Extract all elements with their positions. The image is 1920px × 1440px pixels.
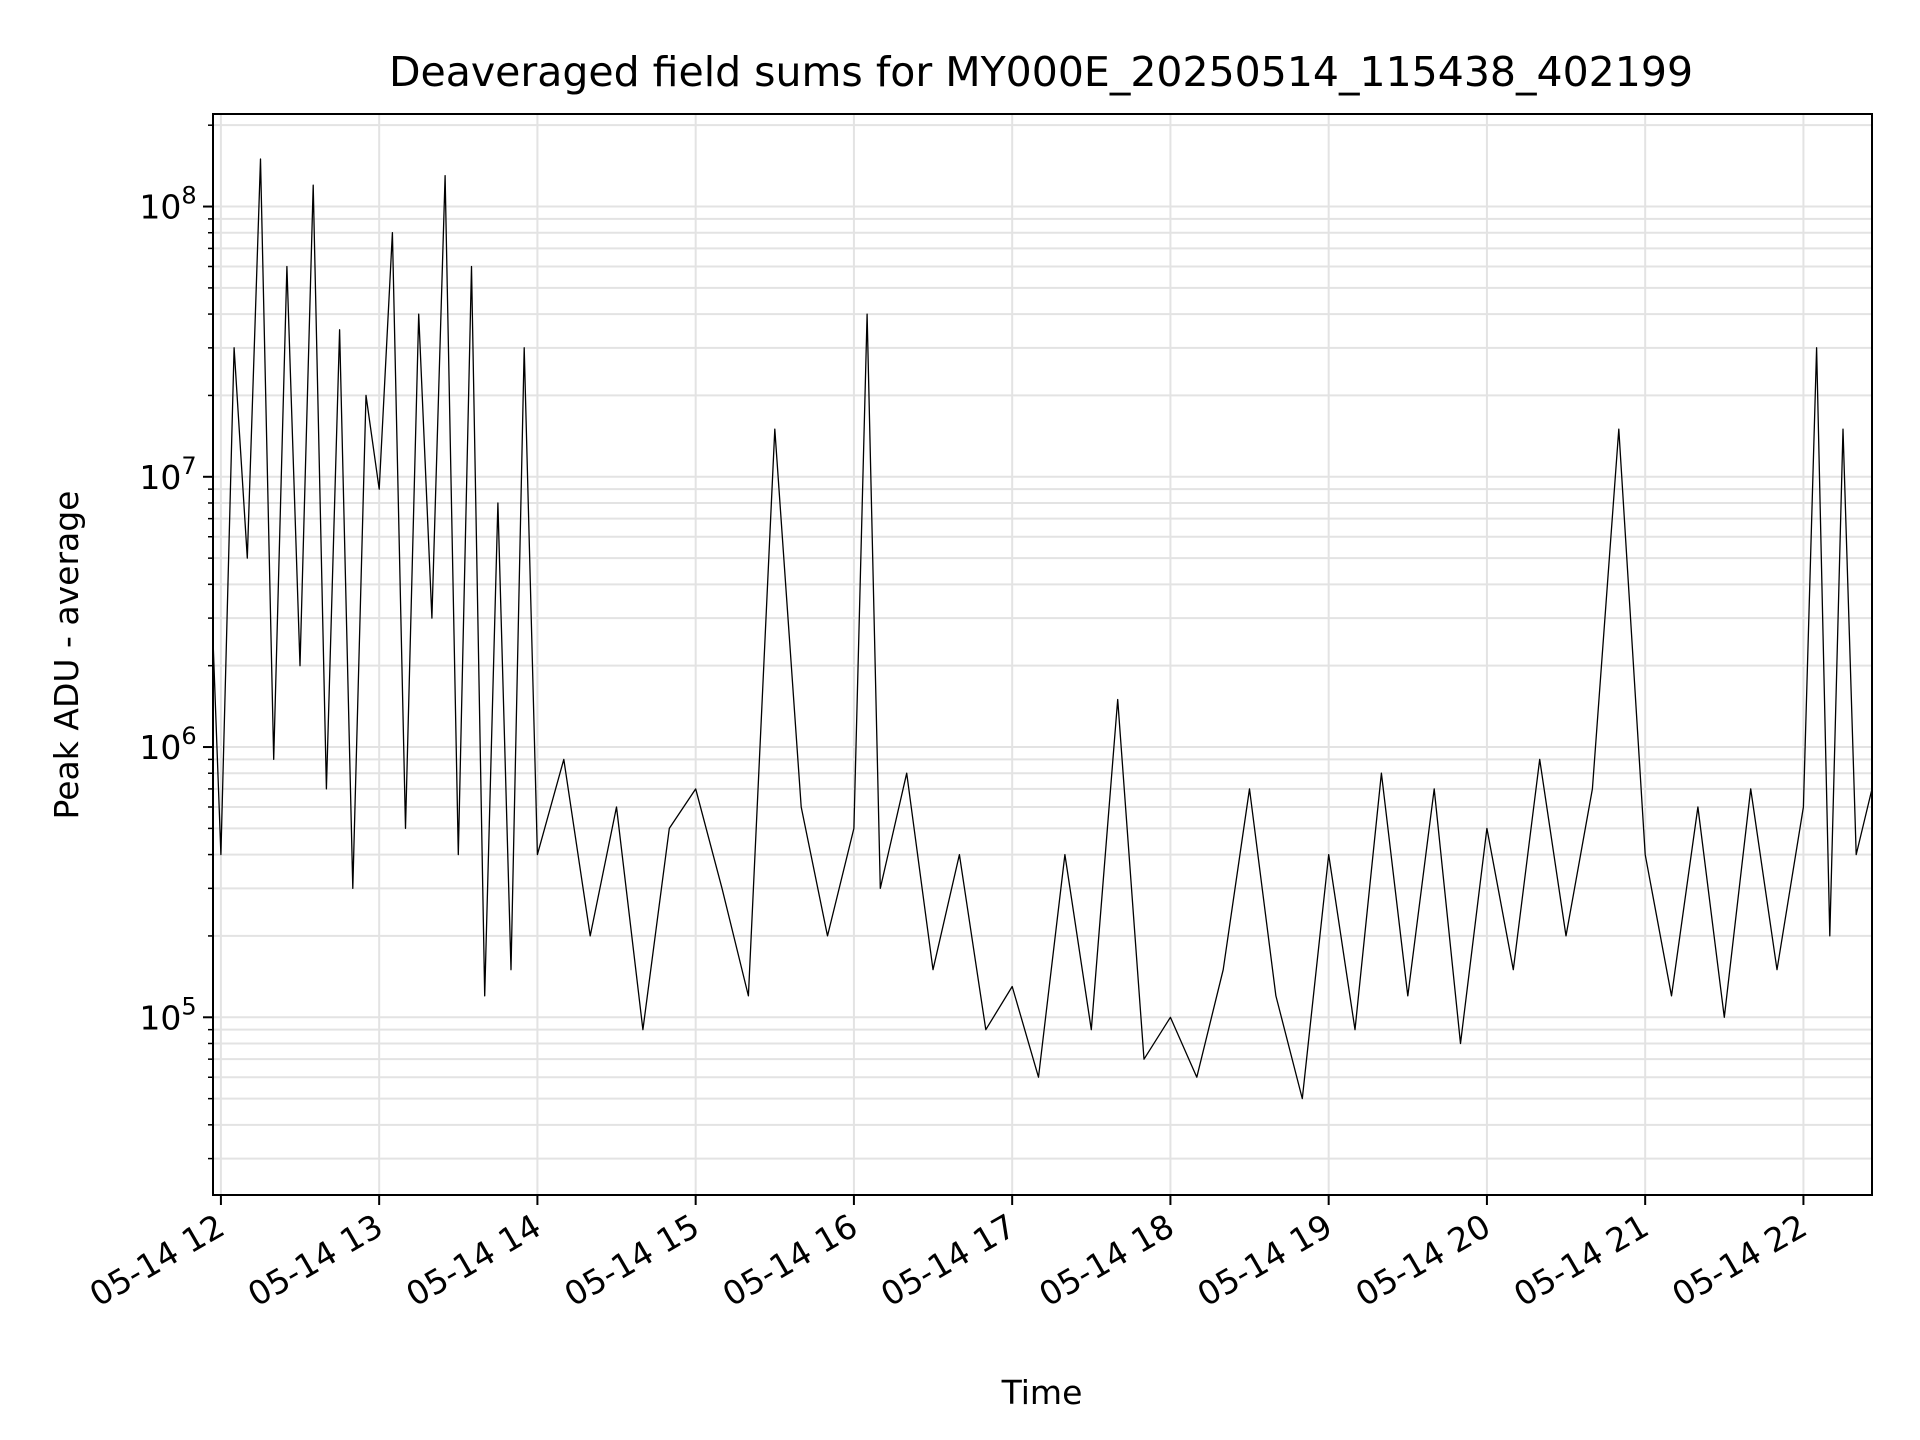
y-tick-base: 10 (139, 998, 181, 1037)
y-tick-base: 10 (139, 728, 181, 767)
y-tick-label: 107 (139, 452, 196, 497)
y-tick-label: 106 (139, 722, 196, 767)
plot-area (213, 114, 1872, 1195)
y-axis-label: Peak ADU - average (47, 491, 86, 820)
y-tick-exponent: 5 (181, 992, 196, 1020)
gridlines (213, 114, 1872, 1195)
y-tick-exponent: 8 (181, 182, 196, 210)
y-tick-base: 10 (139, 188, 181, 227)
y-tick-label: 108 (139, 182, 196, 227)
plot-frame (212, 113, 1873, 1196)
chart-title: Deaveraged field sums for MY000E_2025051… (389, 48, 1693, 96)
x-axis-label: Time (1001, 1373, 1083, 1412)
y-tick-exponent: 6 (181, 722, 196, 750)
y-tick-base: 10 (139, 458, 181, 497)
y-tick-label: 105 (139, 992, 196, 1037)
y-tick-exponent: 7 (181, 452, 196, 480)
series-line (212, 158, 1873, 1100)
